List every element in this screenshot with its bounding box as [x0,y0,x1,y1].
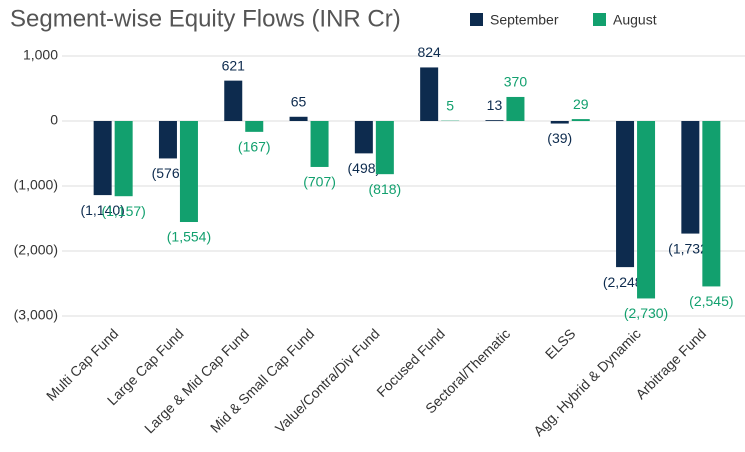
data-label: (818) [369,181,402,197]
bar [245,121,264,132]
bar [506,96,525,121]
data-label: 65 [291,93,307,109]
data-label: 370 [504,74,528,90]
data-label: (707) [303,174,336,190]
data-label: 621 [222,57,246,73]
bar [354,121,373,154]
legend-swatch [593,13,606,26]
x-tick-label: Agg. Hybrid & Dynamic [530,325,644,439]
y-tick-label: (1,000) [14,177,58,193]
bar [550,121,569,124]
data-label: (498) [348,160,381,176]
bar [616,121,635,268]
y-tick-label: (2,000) [14,242,58,258]
bar [702,121,721,287]
y-tick-label: (3,000) [14,307,58,323]
legend-swatch [470,13,483,26]
x-tick-label: Focused Fund [373,325,448,400]
data-label: (2,730) [624,305,668,321]
data-label: (1,554) [167,229,211,245]
bar [420,67,439,121]
data-label: (39) [547,130,572,146]
x-tick-label: Arbitrage Fund [632,325,709,402]
y-tick-label: 0 [50,112,58,128]
data-label: 13 [487,97,503,113]
bar [375,121,394,175]
bar [93,121,112,196]
data-label: (2,545) [689,293,733,309]
data-label: 29 [573,96,589,112]
bar [289,116,308,121]
bar [485,120,504,121]
data-label: (167) [238,139,271,155]
bar [179,121,198,223]
data-label: 5 [446,97,454,113]
y-tick-label: 1,000 [23,47,58,63]
x-tick-label: ELSS [542,325,579,362]
bar [310,121,329,167]
bar [681,121,700,234]
chart-title: Segment-wise Equity Flows (INR Cr) [10,5,401,32]
bar [158,121,177,159]
bar [114,121,133,197]
bar [571,119,590,121]
legend-label: August [613,12,657,28]
data-label: 824 [417,44,441,60]
bar [637,121,656,299]
data-label: (576) [152,165,185,181]
data-label: (1,157) [101,203,145,219]
bar [224,80,243,121]
data-label: (1,732) [668,240,712,256]
data-label: (1,140) [80,202,124,218]
legend-label: September [490,12,559,28]
data-label: (2,248) [603,274,647,290]
